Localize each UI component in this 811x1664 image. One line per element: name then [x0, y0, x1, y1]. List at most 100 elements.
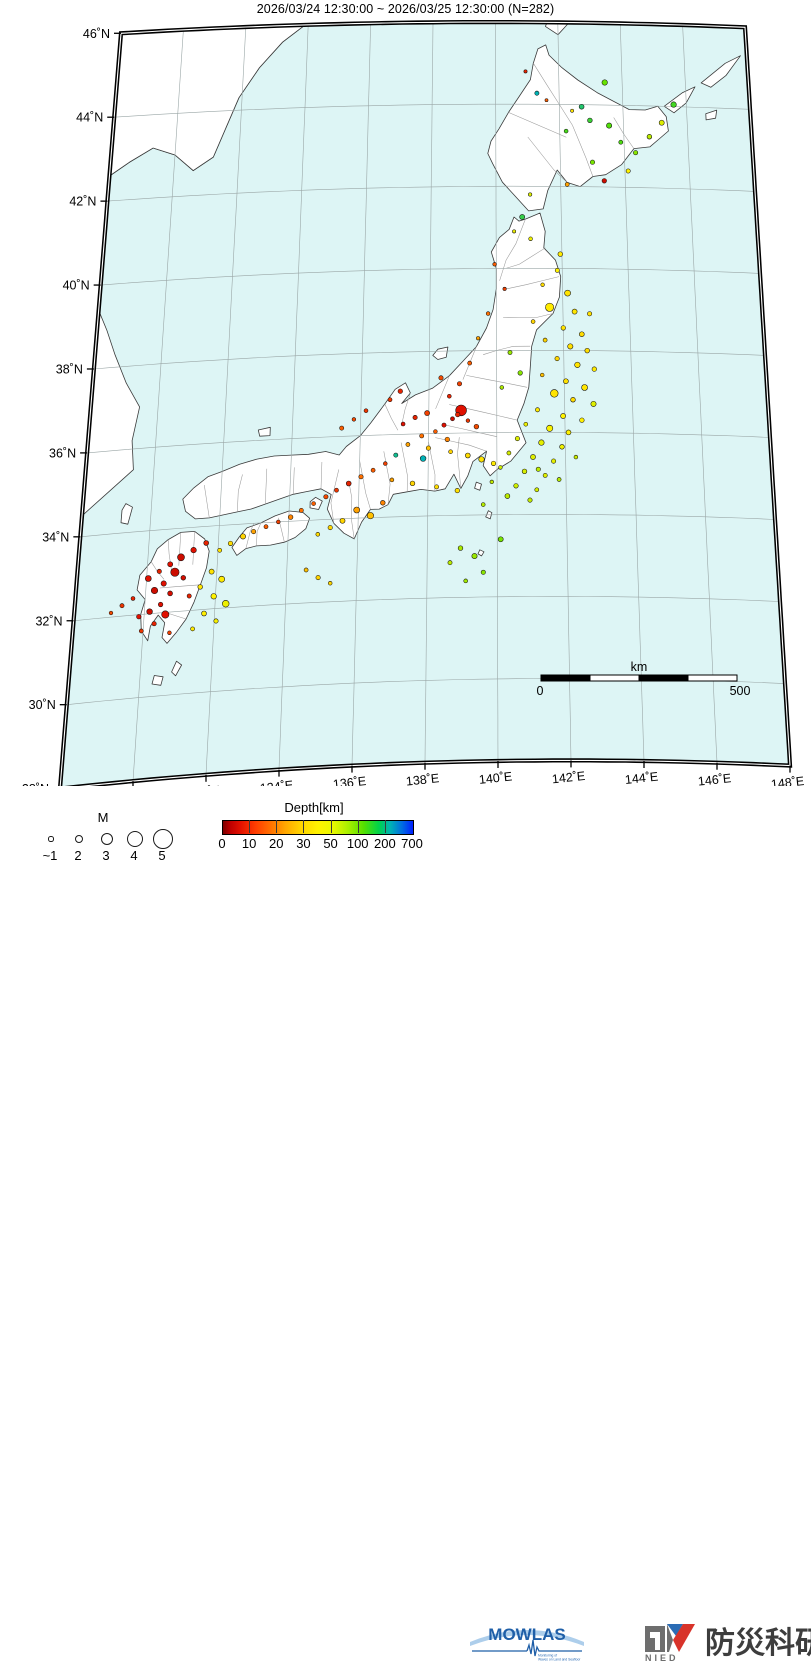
epicenter-marker[interactable]: [497, 536, 504, 543]
epicenter-marker[interactable]: [208, 568, 215, 575]
epicenter-marker[interactable]: [618, 139, 624, 145]
epicenter-marker[interactable]: [471, 553, 478, 560]
epicenter-marker[interactable]: [263, 524, 269, 530]
epicenter-marker[interactable]: [276, 519, 281, 525]
epicenter-marker[interactable]: [590, 400, 597, 407]
epicenter-marker[interactable]: [606, 122, 613, 129]
epicenter-marker[interactable]: [550, 389, 559, 398]
epicenter-marker[interactable]: [499, 385, 504, 390]
epicenter-marker[interactable]: [425, 445, 431, 451]
epicenter-marker[interactable]: [186, 593, 192, 599]
map-canvas[interactable]: km 0 500 28˚N 30˚N 32˚N 34˚N 36˚N 38˚N 40˚N 42˚N 44…: [0, 14, 811, 786]
epicenter-marker[interactable]: [542, 473, 548, 478]
epicenter-marker[interactable]: [506, 450, 512, 456]
epicenter-marker[interactable]: [409, 480, 416, 487]
epicenter-marker[interactable]: [397, 388, 403, 394]
epicenter-marker[interactable]: [480, 569, 486, 575]
epicenter-marker[interactable]: [625, 168, 631, 174]
epicenter-marker[interactable]: [507, 350, 513, 355]
epicenter-marker[interactable]: [513, 483, 519, 489]
epicenter-marker[interactable]: [450, 416, 455, 422]
epicenter-marker[interactable]: [534, 90, 540, 96]
epicenter-marker[interactable]: [502, 286, 507, 291]
epicenter-marker[interactable]: [473, 423, 480, 430]
epicenter-marker[interactable]: [213, 618, 219, 624]
epicenter-marker[interactable]: [434, 484, 439, 490]
epicenter-marker[interactable]: [424, 410, 430, 416]
epicenter-marker[interactable]: [334, 487, 339, 493]
epicenter-marker[interactable]: [590, 159, 595, 165]
epicenter-marker[interactable]: [393, 452, 399, 458]
epicenter-marker[interactable]: [584, 347, 590, 354]
epicenter-marker[interactable]: [363, 408, 369, 413]
epicenter-marker[interactable]: [563, 128, 569, 134]
epicenter-marker[interactable]: [556, 477, 562, 482]
epicenter-marker[interactable]: [478, 456, 485, 463]
epicenter-marker[interactable]: [490, 460, 497, 466]
epicenter-marker[interactable]: [465, 418, 471, 423]
epicenter-marker[interactable]: [530, 319, 536, 324]
epicenter-marker[interactable]: [339, 517, 346, 524]
epicenter-marker[interactable]: [327, 525, 333, 531]
epicenter-marker[interactable]: [151, 621, 157, 627]
epicenter-marker[interactable]: [633, 150, 639, 156]
epicenter-marker[interactable]: [405, 442, 411, 447]
epicenter-marker[interactable]: [454, 488, 460, 494]
epicenter-marker[interactable]: [571, 308, 578, 315]
epicenter-marker[interactable]: [447, 393, 452, 399]
epicenter-marker[interactable]: [534, 487, 540, 493]
epicenter-marker[interactable]: [441, 422, 447, 428]
epicenter-marker[interactable]: [201, 610, 207, 617]
epicenter-marker[interactable]: [465, 452, 471, 459]
epicenter-marker[interactable]: [203, 540, 209, 546]
epicenter-marker[interactable]: [559, 444, 565, 450]
epicenter-marker[interactable]: [167, 630, 172, 635]
epicenter-marker[interactable]: [498, 465, 503, 470]
epicenter-marker[interactable]: [380, 500, 386, 506]
epicenter-marker[interactable]: [480, 502, 486, 507]
epicenter-marker[interactable]: [512, 229, 517, 234]
epicenter-marker[interactable]: [444, 436, 450, 442]
epicenter-marker[interactable]: [570, 108, 574, 113]
earthquake-map[interactable]: km 0 500 28˚N 30˚N 32˚N 34˚N 36˚N 38˚N 40˚N 42˚N 44…: [0, 14, 811, 786]
epicenter-marker[interactable]: [574, 361, 581, 368]
epicenter-marker[interactable]: [563, 378, 569, 384]
epicenter-marker[interactable]: [366, 512, 374, 520]
epicenter-marker[interactable]: [540, 372, 545, 378]
epicenter-marker[interactable]: [158, 601, 164, 608]
epicenter-marker[interactable]: [557, 251, 563, 257]
epicenter-marker[interactable]: [554, 356, 560, 362]
epicenter-marker[interactable]: [353, 506, 360, 514]
epicenter-marker[interactable]: [530, 454, 536, 460]
epicenter-marker[interactable]: [463, 578, 468, 584]
epicenter-marker[interactable]: [240, 533, 246, 540]
epicenter-marker[interactable]: [130, 596, 136, 601]
epicenter-marker[interactable]: [489, 479, 494, 485]
epicenter-marker[interactable]: [601, 79, 608, 86]
epicenter-marker[interactable]: [538, 439, 545, 446]
epicenter-marker[interactable]: [447, 560, 453, 566]
epicenter-marker[interactable]: [315, 532, 321, 537]
epicenter-marker[interactable]: [528, 236, 533, 241]
epicenter-marker[interactable]: [448, 449, 453, 454]
epicenter-marker[interactable]: [587, 311, 593, 317]
epicenter-marker[interactable]: [217, 547, 223, 553]
epicenter-marker[interactable]: [551, 458, 557, 464]
epicenter-marker[interactable]: [521, 468, 528, 475]
epicenter-marker[interactable]: [514, 436, 520, 442]
epicenter-marker[interactable]: [545, 302, 555, 312]
epicenter-marker[interactable]: [523, 69, 528, 74]
epicenter-marker[interactable]: [573, 454, 579, 460]
epicenter-marker[interactable]: [400, 421, 406, 427]
epicenter-marker[interactable]: [467, 360, 473, 366]
epicenter-marker[interactable]: [146, 608, 153, 615]
epicenter-marker[interactable]: [519, 214, 526, 220]
epicenter-marker[interactable]: [564, 182, 570, 187]
epicenter-marker[interactable]: [646, 134, 653, 140]
epicenter-marker[interactable]: [170, 567, 180, 577]
epicenter-marker[interactable]: [358, 474, 364, 480]
epicenter-marker[interactable]: [546, 424, 554, 432]
epicenter-marker[interactable]: [190, 626, 195, 632]
epicenter-marker[interactable]: [565, 429, 572, 436]
epicenter-marker[interactable]: [560, 325, 566, 331]
